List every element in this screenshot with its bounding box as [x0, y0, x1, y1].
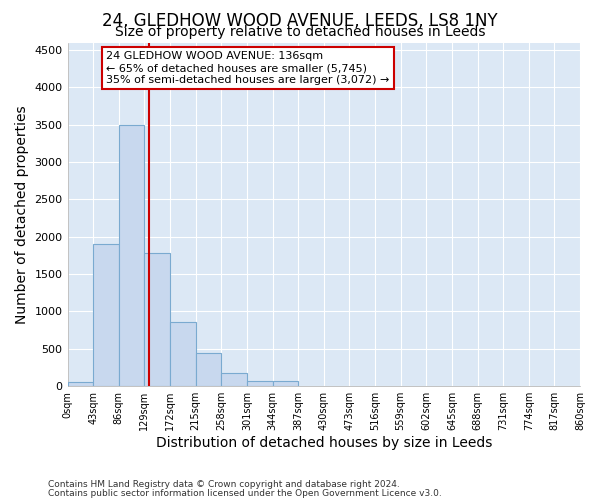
- Bar: [93, 244, 119, 386]
- Text: 24 GLEDHOW WOOD AVENUE: 136sqm
← 65% of detached houses are smaller (5,745)
35% : 24 GLEDHOW WOOD AVENUE: 136sqm ← 65% of …: [106, 52, 389, 84]
- Bar: [119, 124, 145, 386]
- Text: Contains HM Land Registry data © Crown copyright and database right 2024.: Contains HM Land Registry data © Crown c…: [48, 480, 400, 489]
- Y-axis label: Number of detached properties: Number of detached properties: [15, 105, 29, 324]
- X-axis label: Distribution of detached houses by size in Leeds: Distribution of detached houses by size …: [155, 436, 492, 450]
- Text: Size of property relative to detached houses in Leeds: Size of property relative to detached ho…: [115, 25, 485, 39]
- Bar: [68, 382, 93, 386]
- Bar: [145, 253, 170, 386]
- Bar: [247, 380, 272, 386]
- Text: 24, GLEDHOW WOOD AVENUE, LEEDS, LS8 1NY: 24, GLEDHOW WOOD AVENUE, LEEDS, LS8 1NY: [102, 12, 498, 30]
- Bar: [170, 322, 196, 386]
- Bar: [196, 352, 221, 386]
- Text: Contains public sector information licensed under the Open Government Licence v3: Contains public sector information licen…: [48, 489, 442, 498]
- Bar: [272, 382, 298, 386]
- Bar: [221, 373, 247, 386]
